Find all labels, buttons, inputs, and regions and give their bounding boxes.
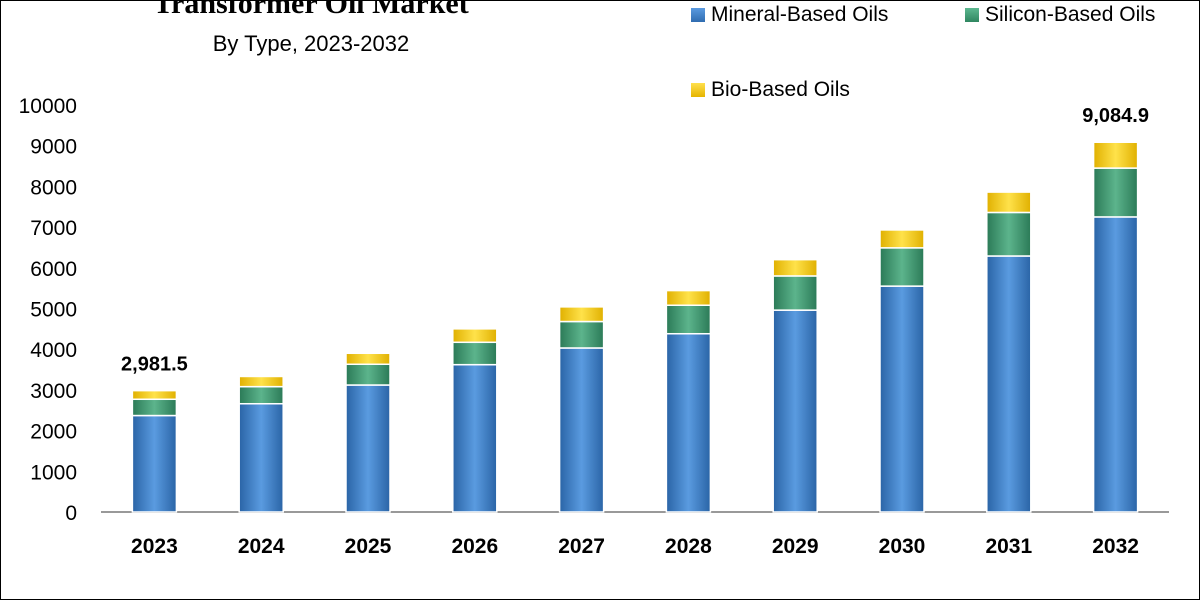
bar-segment-mineral [772, 309, 818, 513]
y-tick-label: 3000 [30, 380, 77, 403]
bar-segment-bio [345, 352, 391, 366]
bar-segment-silicon [879, 247, 925, 287]
x-tick-label: 2025 [345, 535, 392, 558]
y-tick-label: 7000 [30, 217, 77, 240]
bar-segment-silicon [1092, 167, 1139, 218]
x-tick-label: 2024 [238, 535, 285, 558]
bar-segment-bio [452, 328, 498, 344]
x-tick-label: 2029 [772, 535, 819, 558]
bar-segment-mineral [558, 347, 605, 513]
y-tick-label: 5000 [30, 299, 77, 322]
bar-segment-mineral [986, 255, 1032, 513]
y-tick-label: 10000 [19, 95, 77, 118]
bar-segment-bio [986, 191, 1032, 214]
bar-segment-bio [131, 389, 178, 401]
bar-segment-silicon [238, 385, 284, 405]
bar-segment-silicon [345, 363, 391, 386]
bar-segment-mineral [1092, 216, 1139, 513]
x-tick-label: 2032 [1092, 535, 1139, 558]
legend-item-mineral: Mineral-Based Oils [691, 3, 888, 27]
bar-segment-bio [665, 289, 712, 306]
bar-segment-mineral [345, 384, 391, 513]
y-tick-label: 4000 [30, 339, 77, 362]
legend-swatch-bio [691, 83, 705, 97]
y-tick-label: 6000 [30, 258, 77, 281]
legend-item-silicon: Silicon-Based Oils [965, 3, 1155, 27]
bar-segment-bio [238, 375, 284, 388]
x-tick-label: 2026 [451, 535, 498, 558]
bar-segment-bio [1092, 141, 1139, 169]
x-tick-label: 2028 [665, 535, 712, 558]
y-tick-label: 9000 [30, 136, 77, 159]
legend-item-bio: Bio-Based Oils [691, 78, 850, 102]
x-tick-label: 2027 [558, 535, 605, 558]
y-tick-label: 1000 [30, 461, 77, 484]
data-label: 2,981.5 [121, 354, 188, 376]
bar-segment-silicon [452, 341, 498, 366]
bar-segment-silicon [665, 304, 712, 335]
bar-segment-mineral [131, 414, 178, 513]
y-tick-label: 8000 [30, 176, 77, 199]
data-label: 9,084.9 [1082, 105, 1149, 127]
bar-segment-silicon [558, 320, 605, 349]
x-tick-label: 2023 [131, 535, 178, 558]
legend-swatch-silicon [965, 8, 979, 22]
bar-segment-mineral [452, 363, 498, 513]
bar-segment-mineral [665, 332, 712, 513]
legend-label-silicon: Silicon-Based Oils [985, 3, 1156, 26]
bar-segment-bio [879, 229, 925, 249]
legend-label-mineral: Mineral-Based Oils [711, 3, 889, 26]
x-tick-label: 2031 [985, 535, 1032, 558]
legend-label-bio: Bio-Based Oils [711, 78, 850, 101]
bar-segment-silicon [131, 398, 178, 417]
bar-segment-silicon [772, 275, 818, 311]
bar-segment-silicon [986, 211, 1032, 257]
bar-segment-mineral [879, 285, 925, 513]
bar-segment-mineral [238, 402, 284, 513]
chart-title: Transformer Oil Market [153, 0, 469, 20]
legend-swatch-mineral [691, 8, 705, 22]
chart-subtitle: By Type, 2023-2032 [212, 31, 410, 56]
y-tick-label: 0 [65, 502, 77, 525]
bar-segment-bio [772, 258, 818, 277]
y-tick-label: 2000 [30, 421, 77, 444]
bar-segment-bio [558, 306, 605, 323]
x-tick-label: 2030 [879, 535, 926, 558]
